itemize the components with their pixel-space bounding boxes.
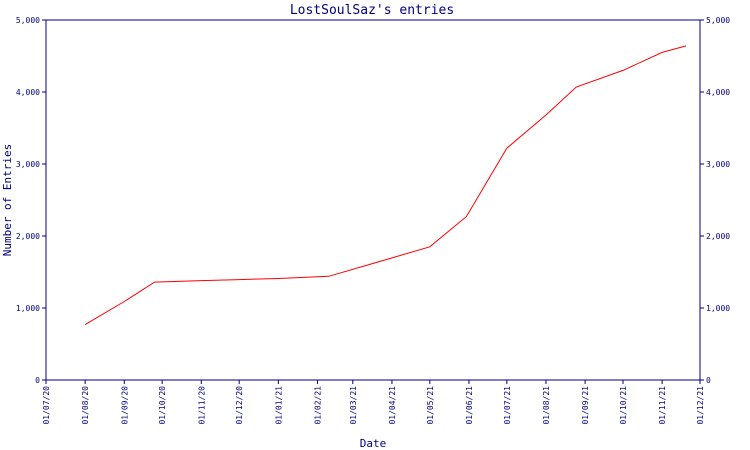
x-tick-label: 01/08/21 [542,386,551,425]
x-tick-label: 01/09/20 [120,386,129,425]
y-tick-label-left: 5,000 [16,16,40,25]
x-axis-title: Date [360,437,387,450]
y-tick-label-right: 3,000 [706,160,730,169]
x-tick-label: 01/10/20 [158,386,167,425]
x-tick-label: 01/12/20 [235,386,244,425]
plot-frame [45,19,701,381]
chart-title: LostSoulSaz's entries [290,3,454,18]
x-tick-label: 01/05/21 [426,386,435,425]
y-tick-label-left: 2,000 [16,232,40,241]
y-tick-label-left: 4,000 [16,88,40,97]
y-axis-title: Number of Entries [1,144,14,257]
x-tick-label: 01/08/20 [81,386,90,425]
x-tick-label: 01/10/21 [619,386,628,425]
x-tick-label: 01/04/21 [388,386,397,425]
y-axis-left: 0 1,000 2,000 3,000 4,000 5,000 [16,16,46,385]
x-tick-label: 01/02/21 [313,386,322,425]
x-tick-label: 01/06/21 [465,386,474,425]
y-tick-label-right: 2,000 [706,232,730,241]
x-tick-label: 01/09/21 [581,386,590,425]
series-layer [84,45,687,326]
x-tick-label: 01/11/20 [197,386,206,425]
y-tick-label-left: 1,000 [16,304,40,313]
x-tick-label: 01/12/21 [696,386,705,425]
x-tick-label: 01/11/21 [658,386,667,425]
x-tick-label: 01/07/20 [42,386,51,425]
y-tick-label-right: 5,000 [706,16,730,25]
y-tick-label-left: 3,000 [16,160,40,169]
y-tick-label-right: 4,000 [706,88,730,97]
x-tick-label: 01/01/21 [274,386,283,425]
y-tick-label-right: 0 [706,376,711,385]
series-line [84,45,687,326]
y-axis-right: 0 1,000 2,000 3,000 4,000 5,000 [700,16,730,385]
x-tick-label: 01/03/21 [349,386,358,425]
y-tick-label-left: 0 [35,376,40,385]
x-tick-label: 01/07/21 [503,386,512,425]
x-axis: 01/07/20 01/08/20 01/09/20 01/10/20 01/11/20… [42,380,705,425]
y-tick-label-right: 1,000 [706,304,730,313]
